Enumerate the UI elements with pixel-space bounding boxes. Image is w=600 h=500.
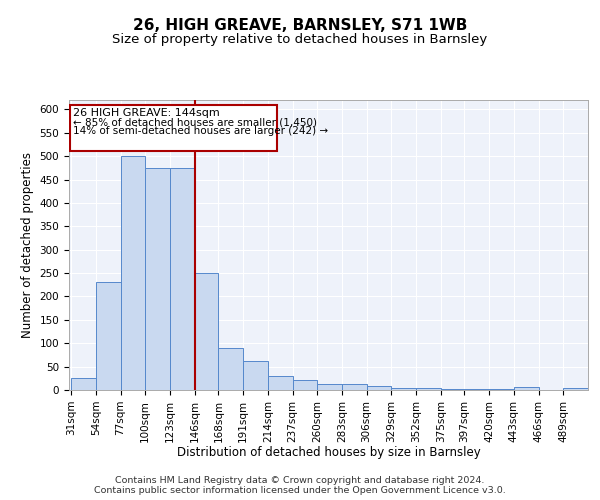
Bar <box>70 104 277 152</box>
Bar <box>243 361 268 390</box>
Text: ← 85% of detached houses are smaller (1,450): ← 85% of detached houses are smaller (1,… <box>73 118 317 128</box>
Bar <box>293 380 317 390</box>
Bar <box>71 378 96 390</box>
Bar <box>367 386 391 390</box>
Bar <box>268 376 293 390</box>
Text: Contains HM Land Registry data © Crown copyright and database right 2024.: Contains HM Land Registry data © Crown c… <box>115 476 485 485</box>
Text: 14% of semi-detached houses are larger (242) →: 14% of semi-detached houses are larger (… <box>73 126 328 136</box>
Bar <box>441 388 464 390</box>
Bar <box>514 386 539 390</box>
Bar <box>317 384 342 390</box>
Text: Size of property relative to detached houses in Barnsley: Size of property relative to detached ho… <box>112 32 488 46</box>
Bar <box>342 384 367 390</box>
Bar <box>96 282 121 390</box>
Bar <box>145 168 170 390</box>
Bar <box>416 388 441 390</box>
Bar <box>489 389 514 390</box>
Text: 26 HIGH GREAVE: 144sqm: 26 HIGH GREAVE: 144sqm <box>73 108 220 118</box>
Bar <box>563 388 588 390</box>
Y-axis label: Number of detached properties: Number of detached properties <box>21 152 34 338</box>
Bar <box>464 388 489 390</box>
Bar <box>195 273 218 390</box>
Bar <box>391 388 416 390</box>
X-axis label: Distribution of detached houses by size in Barnsley: Distribution of detached houses by size … <box>176 446 481 459</box>
Text: 26, HIGH GREAVE, BARNSLEY, S71 1WB: 26, HIGH GREAVE, BARNSLEY, S71 1WB <box>133 18 467 32</box>
Bar <box>218 348 243 390</box>
Bar <box>121 156 145 390</box>
Text: Contains public sector information licensed under the Open Government Licence v3: Contains public sector information licen… <box>94 486 506 495</box>
Bar <box>170 168 195 390</box>
